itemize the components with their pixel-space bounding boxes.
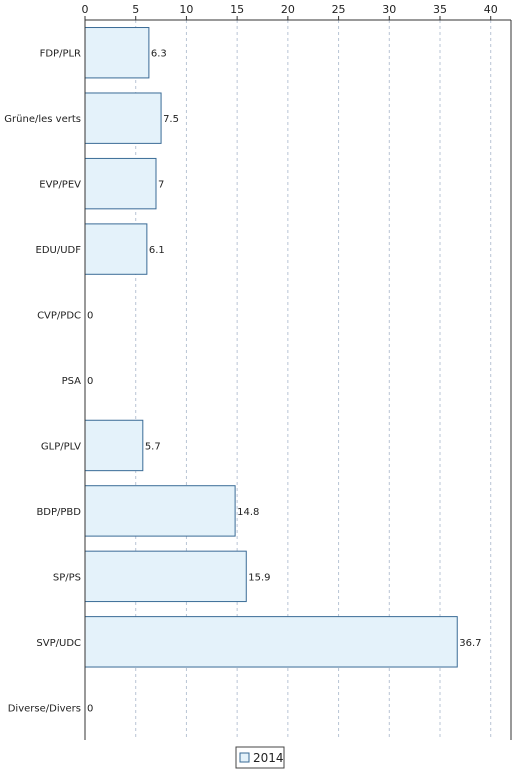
bar: [84, 223, 148, 275]
x-tick-label: 15: [230, 3, 244, 16]
bar: [84, 27, 150, 79]
data-label: 6.3: [151, 49, 167, 60]
data-label: 7: [158, 180, 164, 191]
category-label: EDU/UDF: [36, 245, 82, 256]
x-tick-label: 0: [82, 3, 89, 16]
bar: [84, 157, 157, 210]
value-labels: 6.3 7.5 7 6.1 0 0 5.7 14.8 15.9 36.7 0: [87, 49, 482, 715]
category-label: GLP/PLV: [41, 441, 81, 452]
category-label: PSA: [62, 376, 82, 387]
x-tick-label: 40: [484, 3, 498, 16]
category-labels: FDP/PLR Grüne/les verts EVP/PEV EDU/UDF CVP/…: [4, 49, 81, 715]
category-label: SP/PS: [53, 572, 81, 583]
legend-swatch: [239, 752, 250, 763]
bar: [84, 616, 458, 668]
category-label: Grüne/les verts: [4, 114, 81, 125]
x-tick-label: 25: [332, 3, 346, 16]
grid-lines: [135, 20, 492, 740]
bar: [84, 419, 144, 472]
data-label: 14.8: [237, 507, 259, 518]
data-label: 6.1: [149, 245, 165, 256]
bar: [84, 550, 247, 603]
x-tick-label: 10: [179, 3, 193, 16]
data-label: 0: [87, 376, 93, 387]
data-label: 15.9: [248, 572, 270, 583]
data-label: 5.7: [145, 441, 161, 452]
category-label: SVP/UDC: [36, 638, 81, 649]
category-label: Diverse/Divers: [8, 703, 81, 714]
legend-box: [235, 746, 285, 769]
data-label: 7.5: [163, 114, 179, 125]
legend-label: 2014: [253, 751, 284, 765]
legend: 2014: [235, 746, 285, 769]
x-tick-label: 20: [281, 3, 295, 16]
bar: [84, 92, 162, 144]
category-label: FDP/PLR: [40, 49, 81, 60]
x-tick-label: 5: [132, 3, 139, 16]
x-tick-labels: 0 5 10 15 20 25 30 35 40: [82, 3, 498, 20]
data-label: 0: [87, 311, 93, 322]
category-label: CVP/PDC: [37, 311, 81, 322]
data-label: 36.7: [459, 638, 481, 649]
bar: [84, 485, 236, 537]
x-tick-label: 30: [382, 3, 396, 16]
x-tick-label: 35: [433, 3, 447, 16]
data-label: 0: [87, 703, 93, 714]
category-label: EVP/PEV: [39, 180, 81, 191]
category-label: BDP/PBD: [36, 507, 81, 518]
bars: [84, 27, 458, 668]
